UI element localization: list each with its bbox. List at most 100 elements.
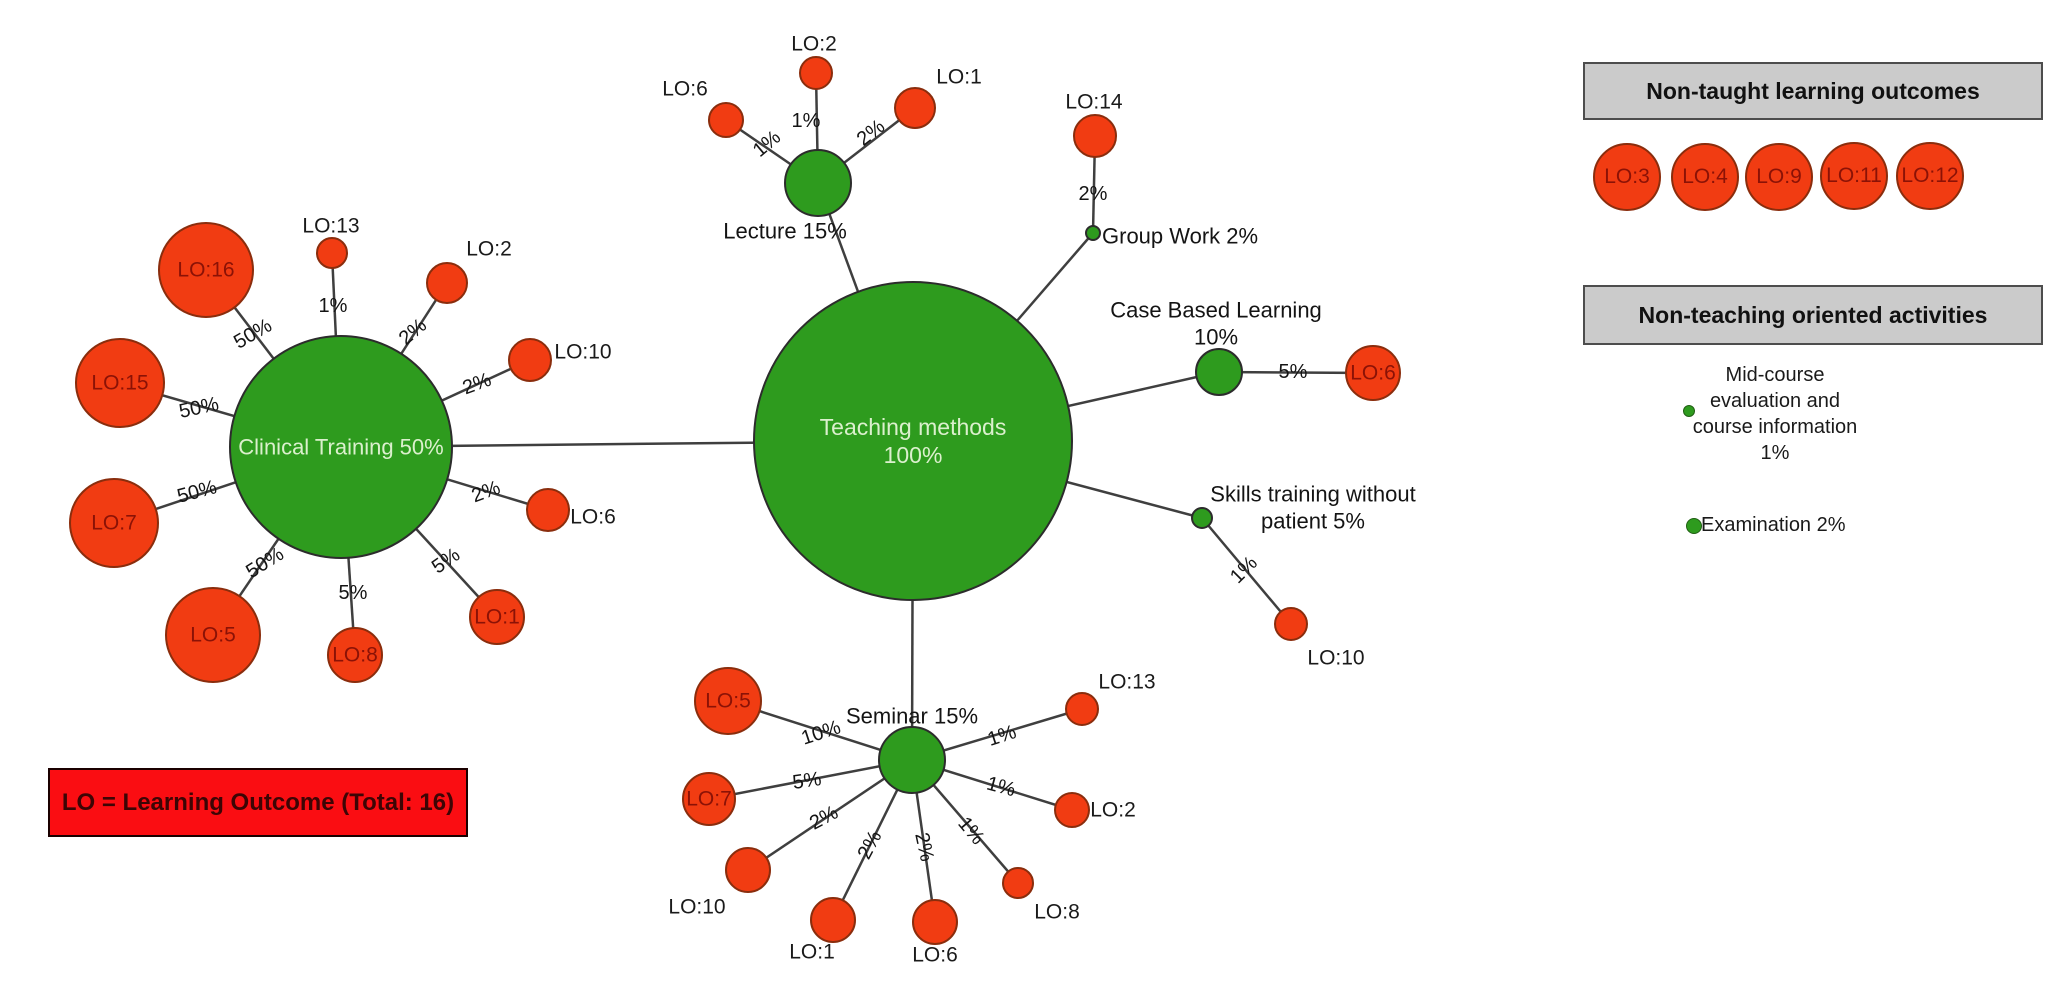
outcome-node-clinical-training-lo10 bbox=[508, 338, 552, 382]
non-taught-outcome-label: LO:9 bbox=[1756, 165, 1802, 188]
pct-seminar-lo2: 1% bbox=[984, 773, 1018, 802]
label-seminar-lo10: LO:10 bbox=[668, 896, 725, 919]
pct-clinical-training-lo10: 2% bbox=[460, 369, 495, 400]
pct-lecture-lo2: 1% bbox=[792, 110, 821, 132]
label-clinical-training-lo15: LO:15 bbox=[91, 372, 148, 395]
label-seminar-lo5: LO:5 bbox=[705, 690, 751, 713]
label-teaching-methods-line: Teaching methods bbox=[820, 414, 1007, 440]
pct-clinical-training-lo7: 50% bbox=[175, 476, 220, 508]
label-lecture-lo1: LO:1 bbox=[936, 66, 982, 89]
green-dot-icon bbox=[1683, 405, 1695, 417]
label-skills-training-without-patient-line: Skills training without bbox=[1210, 482, 1415, 507]
label-clinical-training-line: Clinical Training 50% bbox=[238, 435, 443, 460]
outcome-node-clinical-training-lo1 bbox=[469, 589, 525, 645]
outcome-node-lecture-lo6 bbox=[708, 102, 744, 138]
label-clinical-training-lo13: LO:13 bbox=[302, 215, 359, 238]
label-skills-training-without-patient-line: patient 5% bbox=[1261, 509, 1365, 534]
outcome-node-clinical-training-lo5 bbox=[165, 587, 261, 683]
outcome-node-clinical-training-lo13 bbox=[316, 237, 348, 269]
non-taught-outcome-circle: LO:4 bbox=[1671, 143, 1739, 211]
legend-box: LO = Learning Outcome (Total: 16) bbox=[48, 768, 468, 837]
label-case-based-learning-line: Case Based Learning bbox=[1110, 298, 1322, 323]
pct-seminar-lo6: 2% bbox=[910, 831, 938, 864]
method-node-seminar bbox=[878, 726, 946, 794]
pct-clinical-training-lo6: 2% bbox=[469, 477, 504, 508]
pct-clinical-training-lo15: 50% bbox=[177, 393, 221, 423]
outcome-node-clinical-training-lo15 bbox=[75, 338, 165, 428]
label-group-work-line: Group Work 2% bbox=[1102, 224, 1258, 249]
label-clinical-training-lo5: LO:5 bbox=[190, 624, 236, 647]
method-node-clinical-training bbox=[229, 335, 453, 559]
method-node-lecture bbox=[784, 149, 852, 217]
label-clinical-training-lo7: LO:7 bbox=[91, 512, 137, 535]
outcome-node-clinical-training-lo6 bbox=[526, 488, 570, 532]
pct-seminar-lo13: 1% bbox=[985, 721, 1019, 751]
pct-group-work-lo14: 2% bbox=[1079, 183, 1108, 205]
pct-seminar-lo5: 10% bbox=[799, 716, 844, 749]
non-taught-outcome-circle: LO:12 bbox=[1896, 142, 1964, 210]
label-seminar-lo6: LO:6 bbox=[912, 944, 958, 967]
non-teaching-header-label: Non-teaching oriented activities bbox=[1638, 301, 1988, 328]
method-node-case-based-learning bbox=[1195, 348, 1243, 396]
activity-label: Mid-course evaluation and course informa… bbox=[1692, 364, 1858, 464]
outcome-node-seminar-lo8 bbox=[1002, 867, 1034, 899]
outcome-node-clinical-training-lo2 bbox=[426, 262, 468, 304]
label-case-based-learning-line: 10% bbox=[1194, 325, 1238, 350]
label-clinical-training-lo6: LO:6 bbox=[570, 506, 616, 529]
label-clinical-training-lo10: LO:10 bbox=[554, 341, 611, 364]
label-seminar-lo8: LO:8 bbox=[1034, 901, 1080, 924]
non-taught-outcome-circle: LO:3 bbox=[1593, 143, 1661, 211]
non-taught-outcome-label: LO:12 bbox=[1901, 164, 1959, 187]
outcome-node-seminar-lo13 bbox=[1065, 692, 1099, 726]
method-node-skills-training-without-patient bbox=[1191, 507, 1213, 529]
edge-seminar-lo7 bbox=[708, 758, 913, 801]
pct-clinical-training-lo13: 1% bbox=[319, 295, 348, 317]
pct-case-based-learning-lo6: 5% bbox=[1279, 361, 1308, 383]
pct-clinical-training-lo8: 5% bbox=[339, 582, 368, 604]
outcome-node-seminar-lo6 bbox=[912, 899, 958, 945]
label-clinical-training-lo8: LO:8 bbox=[332, 644, 378, 667]
label-seminar-lo2: LO:2 bbox=[1090, 799, 1136, 822]
pct-seminar-lo7: 5% bbox=[791, 768, 823, 794]
label-seminar-lo13: LO:13 bbox=[1098, 671, 1155, 694]
label-teaching-methods-line: 100% bbox=[884, 442, 943, 468]
pct-clinical-training-lo5: 50% bbox=[242, 543, 288, 583]
pct-lecture-lo1: 2% bbox=[853, 115, 889, 150]
non-taught-outcome-label: LO:11 bbox=[1826, 164, 1882, 187]
label-lecture-lo2: LO:2 bbox=[791, 33, 837, 56]
label-clinical-training-lo16: LO:16 bbox=[177, 259, 234, 282]
outcome-node-seminar-lo5 bbox=[694, 667, 762, 735]
label-lecture-line: Lecture 15% bbox=[723, 219, 847, 244]
outcome-node-clinical-training-lo7 bbox=[69, 478, 159, 568]
method-node-group-work bbox=[1085, 225, 1101, 241]
non-taught-outcome-circle: LO:11 bbox=[1820, 142, 1888, 210]
outcome-node-seminar-lo7 bbox=[682, 772, 736, 826]
outcome-node-seminar-lo1 bbox=[810, 897, 856, 943]
activity-label: Examination 2% bbox=[1701, 514, 1846, 536]
outcome-node-clinical-training-lo16 bbox=[158, 222, 254, 318]
label-group-work-lo14: LO:14 bbox=[1065, 91, 1123, 114]
label-seminar-lo7: LO:7 bbox=[686, 788, 732, 811]
label-skills-training-without-patient-lo10: LO:10 bbox=[1307, 647, 1364, 670]
pct-seminar-lo10: 2% bbox=[806, 801, 842, 834]
label-clinical-training-lo2: LO:2 bbox=[466, 238, 512, 261]
label-lecture-lo6: LO:6 bbox=[662, 78, 708, 101]
pct-clinical-training-lo2: 2% bbox=[395, 314, 431, 350]
outcome-node-lecture-lo1 bbox=[894, 87, 936, 129]
non-taught-header: Non-taught learning outcomes bbox=[1583, 62, 2043, 120]
method-node-teaching-methods bbox=[753, 281, 1073, 601]
outcome-node-clinical-training-lo8 bbox=[327, 627, 383, 683]
non-taught-header-label: Non-taught learning outcomes bbox=[1646, 77, 1980, 104]
non-taught-outcome-label: LO:3 bbox=[1604, 165, 1650, 188]
label-seminar-line: Seminar 15% bbox=[846, 704, 978, 729]
outcome-node-lecture-lo2 bbox=[799, 56, 833, 90]
outcome-node-seminar-lo10 bbox=[725, 847, 771, 893]
green-dot-icon bbox=[1686, 518, 1702, 534]
label-seminar-lo1: LO:1 bbox=[789, 941, 835, 964]
outcome-node-case-based-learning-lo6 bbox=[1345, 345, 1401, 401]
outcome-node-seminar-lo2 bbox=[1054, 792, 1090, 828]
non-teaching-header: Non-teaching oriented activities bbox=[1583, 285, 2043, 345]
